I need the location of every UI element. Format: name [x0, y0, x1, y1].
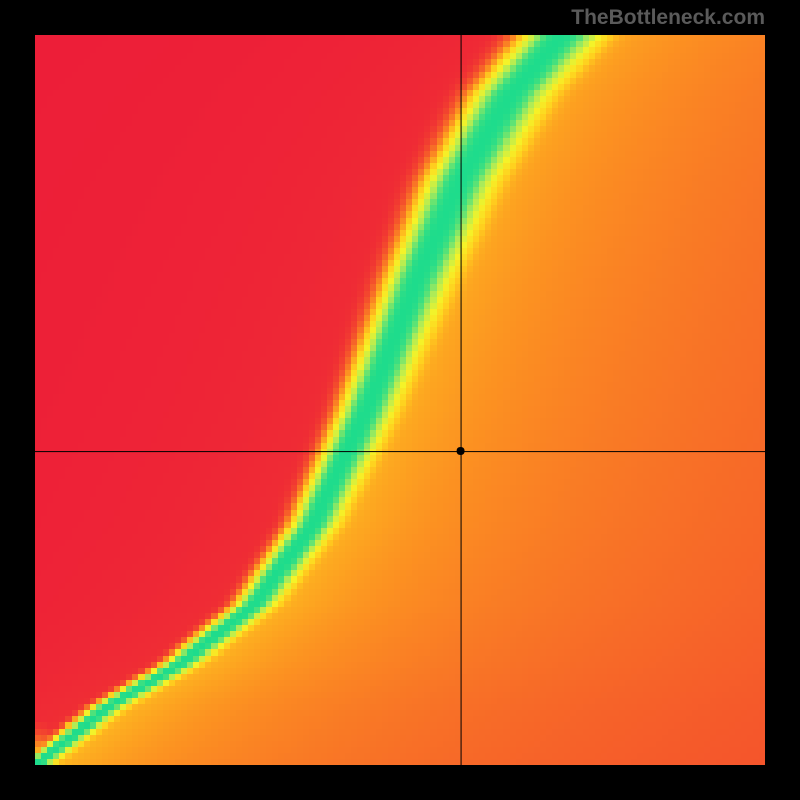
heatmap-canvas	[0, 0, 800, 800]
chart-container: TheBottleneck.com	[0, 0, 800, 800]
watermark-text: TheBottleneck.com	[571, 6, 765, 30]
